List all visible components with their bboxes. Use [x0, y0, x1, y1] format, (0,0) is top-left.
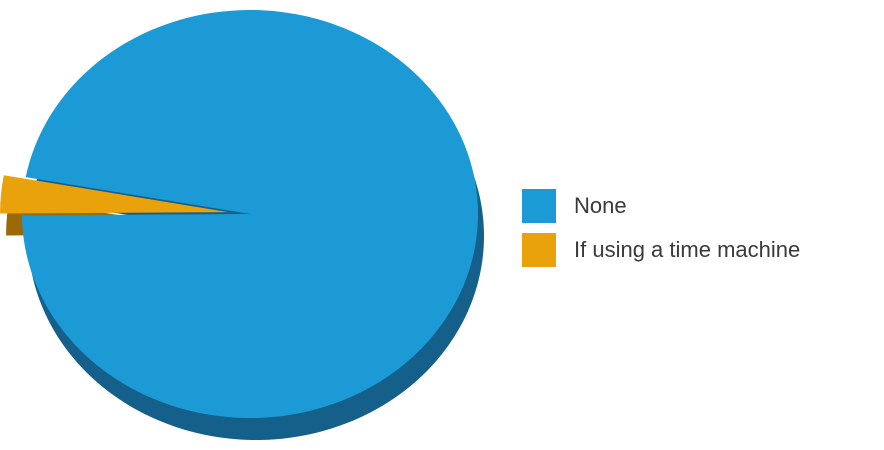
legend-item-none: None [522, 188, 872, 224]
legend-label-none: None [574, 193, 627, 218]
legend-label-time-machine: If using a time machine [574, 237, 801, 262]
legend-swatch-none [522, 189, 556, 223]
legend: None If using a time machine [522, 188, 872, 276]
pie-marks [0, 9, 484, 441]
pie-slice-0 [22, 9, 478, 418]
pie-slice-1 [0, 175, 229, 214]
legend-swatch-time-machine [522, 233, 556, 267]
legend-item-time-machine: If using a time machine [522, 232, 872, 268]
